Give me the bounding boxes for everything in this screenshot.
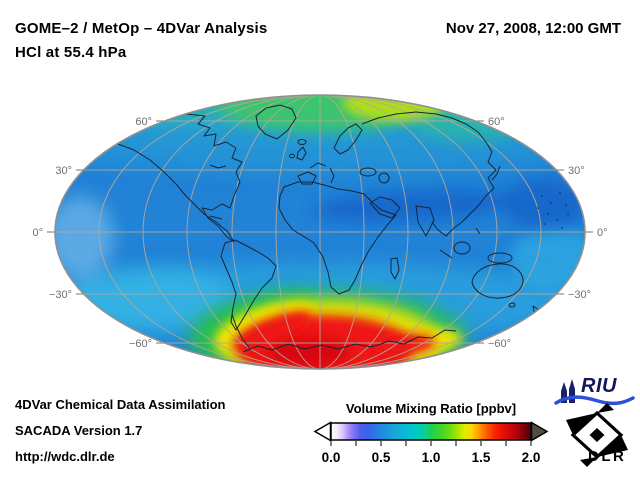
lat-label-left-0: 0° [32, 227, 43, 239]
lat-label-right-0: 0° [597, 227, 608, 239]
colorbar-ticks [330, 441, 532, 446]
lat-label-right-m30: −30° [568, 289, 591, 301]
colorbar [313, 421, 549, 446]
colorbar-tick-05: 0.5 [371, 450, 391, 465]
riu-logo-text: RIU [581, 375, 617, 397]
lat-label-right-30: 30° [568, 165, 585, 177]
wave-icon [554, 395, 635, 406]
footer-line-url: http://wdc.dlr.de [15, 449, 115, 464]
footer-line-assimilation: 4DVar Chemical Data Assimilation [15, 397, 226, 412]
colorbar-left-arrow [313, 421, 332, 442]
dark-streak-pacific [503, 178, 585, 230]
footer-line-version: SACADA Version 1.7 [15, 423, 143, 438]
lat-label-left-m60: −60° [129, 338, 152, 350]
dlr-logo-mark [566, 403, 628, 467]
colorbar-tick-15: 1.5 [471, 450, 491, 465]
lat-labels: 60° 30° 0° −30° −60° 60° 30° 0° −30° −60… [32, 116, 607, 350]
pale-left-patch [55, 196, 114, 280]
colorbar-title: Volume Mixing Ratio [ppbv] [345, 401, 517, 416]
lat-label-left-60: 60° [135, 116, 152, 128]
colorbar-tick-20: 2.0 [521, 450, 541, 465]
plot-subtitle: HCl at 55.4 hPa [15, 44, 127, 61]
lat-label-right-m60: −60° [488, 338, 511, 350]
riu-logo [554, 379, 635, 406]
lat-tick-dashes [47, 120, 593, 344]
graticule [55, 95, 585, 369]
colorbar-right-arrow [530, 421, 549, 442]
continent-outlines [96, 104, 545, 353]
lat-label-right-60: 60° [488, 116, 505, 128]
colorbar-gradient-bar [330, 422, 532, 441]
map-ellipse-rim [54, 94, 586, 370]
cyan-right-edge [510, 228, 585, 288]
dlr-logo-text: DLR [588, 448, 627, 465]
colorbar-tick-10: 1.0 [421, 450, 441, 465]
lat-label-left-30: 30° [55, 165, 72, 177]
data-speckles [537, 192, 569, 229]
datetime-stamp: Nov 27, 2008, 12:00 GMT [445, 20, 621, 37]
plot-title: GOME–2 / MetOp – 4DVar Analysis [15, 20, 268, 37]
lat-label-left-m30: −30° [49, 289, 72, 301]
colorbar-tick-0: 0.0 [321, 450, 341, 465]
dark-streak-africa [312, 190, 512, 222]
